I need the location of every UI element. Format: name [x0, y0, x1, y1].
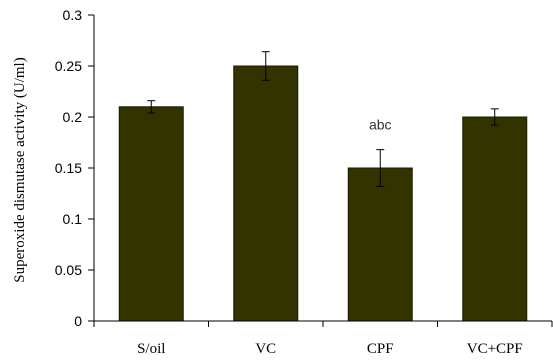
bar-cpf [347, 167, 413, 322]
annotations-group: abc [369, 117, 392, 133]
bars-group [118, 65, 528, 322]
y-tick-label: 0 [74, 313, 82, 329]
significance-annotation: abc [369, 117, 392, 133]
x-category-label: VC+CPF [467, 341, 523, 357]
y-axis-title: Superoxide dismutase activity (U/ml) [12, 57, 28, 282]
bar-s-oil [118, 106, 184, 322]
bar-vc [233, 65, 299, 322]
x-category-label: VC [255, 341, 276, 357]
y-tick-label: 0.25 [55, 58, 82, 74]
error-bars-group [147, 51, 499, 187]
x-axis-labels: S/oil VC CPF VC+CPF [93, 321, 553, 357]
y-tick-label: 0.15 [55, 160, 82, 176]
y-tick-label: 0.3 [63, 7, 83, 23]
y-tick-label: 0.2 [63, 109, 83, 125]
bar-vc-cpf [462, 116, 528, 322]
x-category-label: CPF [367, 341, 394, 357]
x-category-label: S/oil [137, 341, 165, 357]
y-tick-label: 0.1 [63, 211, 83, 227]
y-tick-label: 0.05 [55, 262, 82, 278]
y-axis-ticks: 0 0.05 0.1 0.15 0.2 0.25 0.3 [55, 7, 94, 329]
